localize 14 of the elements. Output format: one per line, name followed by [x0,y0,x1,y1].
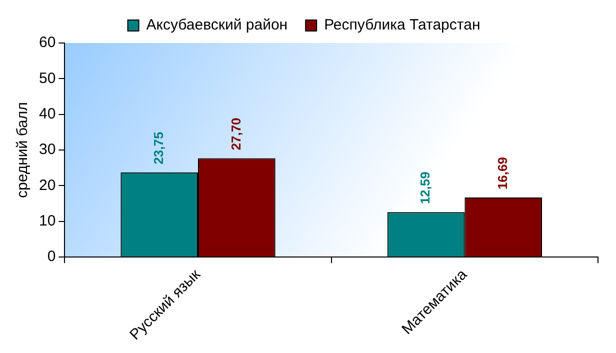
y-tick-label: 40 [38,106,56,123]
data-label: 12,59 [418,172,433,204]
y-tick-label: 20 [38,176,56,194]
legend-label: Аксубаевский район [146,16,288,34]
legend-label: Республика Татарстан [324,16,480,34]
data-label: 27,70 [228,118,244,150]
y-tick-label: 50 [38,70,56,87]
y-tick-label: 60 [38,34,56,52]
y-tick-label: 0 [47,248,56,266]
y-tick-label: 10 [38,212,56,230]
y-tick-label: 30 [38,141,56,158]
y-axis-title: средний балл [14,102,32,198]
data-label: 16,69 [494,156,510,190]
data-label: 23,75 [150,132,166,164]
